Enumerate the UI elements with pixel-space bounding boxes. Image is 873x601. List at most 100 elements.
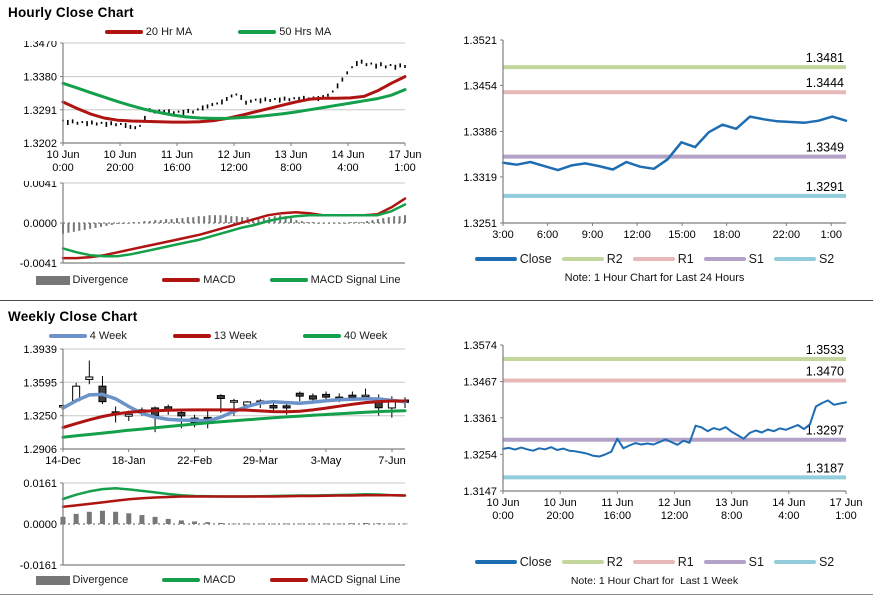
- svg-text:1.3386: 1.3386: [463, 127, 497, 139]
- legend-swatch-icon: [303, 334, 342, 338]
- svg-text:8:00: 8:00: [721, 510, 742, 522]
- legend-swatch-icon: [269, 278, 308, 282]
- legend-item: R2: [561, 252, 623, 266]
- legend-label: Divergence: [72, 274, 129, 286]
- legend-item: S2: [773, 555, 835, 569]
- legend-item: MACD Signal Line: [269, 274, 401, 286]
- svg-text:12 Jun: 12 Jun: [217, 149, 250, 161]
- svg-text:20:00: 20:00: [106, 162, 134, 174]
- weekly-pivot-legend: Close R2 R1 S1 S2: [436, 553, 873, 571]
- legend-label: MACD Signal Line: [310, 574, 401, 586]
- svg-text:0:00: 0:00: [492, 510, 513, 522]
- svg-text:10 Jun: 10 Jun: [46, 149, 79, 161]
- svg-text:1.3202: 1.3202: [23, 138, 57, 150]
- legend-label: 50 Hrs MA: [279, 26, 332, 38]
- svg-text:0.0041: 0.0041: [23, 181, 57, 190]
- svg-text:12:00: 12:00: [661, 510, 689, 522]
- svg-text:4:00: 4:00: [778, 510, 799, 522]
- svg-text:1.3939: 1.3939: [23, 345, 57, 356]
- legend-item: Close: [474, 555, 552, 569]
- svg-text:1.3380: 1.3380: [23, 72, 57, 84]
- svg-text:1.3467: 1.3467: [463, 377, 497, 389]
- weekly-left-column: Weekly Close Chart 4 Week 13 Week 40 Week …: [0, 301, 436, 594]
- svg-text:1.3444: 1.3444: [806, 76, 844, 90]
- svg-text:1.3291: 1.3291: [23, 105, 57, 117]
- legend-label: S1: [748, 555, 764, 569]
- legend-label: S2: [818, 252, 835, 266]
- weekly-macd-legend: Divergence MACD MACD Signal Line: [0, 571, 436, 589]
- svg-text:14 Jun: 14 Jun: [331, 149, 364, 161]
- legend-item: 4 Week: [48, 330, 127, 342]
- legend-swatch-icon: [269, 578, 308, 582]
- svg-text:20:00: 20:00: [546, 510, 574, 522]
- svg-text:0:00: 0:00: [52, 162, 73, 174]
- legend-item: R1: [632, 555, 694, 569]
- svg-text:11 Jun: 11 Jun: [601, 497, 633, 509]
- hourly-right-column: 1.3521 1.3454 1.3386 1.3319 1.3251 1.3481 1.34…: [436, 0, 873, 300]
- svg-text:0.0161: 0.0161: [23, 479, 57, 490]
- hourly-chart-title: Hourly Close Chart: [8, 5, 134, 20]
- legend-item: S1: [703, 252, 764, 266]
- hourly-pivot-note: Note: 1 Hour Chart for Last 24 Hours: [564, 272, 745, 284]
- svg-text:1.3361: 1.3361: [463, 413, 497, 425]
- hourly-section: Hourly Close Chart 20 Hr MA 50 Hrs MA 1.3…: [0, 0, 873, 301]
- legend-item: S2: [773, 252, 835, 266]
- weekly_pivot-svg: 1.3574 1.3467 1.3361 1.3254 1.3147 1.3533 1.34…: [463, 340, 862, 522]
- svg-text:6:00: 6:00: [537, 229, 558, 241]
- svg-text:3:00: 3:00: [492, 229, 513, 241]
- svg-text:1:00: 1:00: [394, 162, 415, 174]
- legend-swatch-icon: [703, 257, 746, 261]
- svg-text:1.3574: 1.3574: [463, 340, 497, 352]
- legend-item: 13 Week: [172, 330, 257, 342]
- legend-label: Divergence: [72, 574, 129, 586]
- hourly-pivot-chart: 1.3521 1.3454 1.3386 1.3319 1.3251 1.3481 1.34…: [436, 0, 873, 250]
- svg-text:18:00: 18:00: [713, 229, 741, 241]
- legend-label: Close: [519, 252, 552, 266]
- legend-label: 20 Hr MA: [145, 26, 193, 38]
- legend-label: R1: [677, 555, 694, 569]
- svg-text:1.2906: 1.2906: [23, 444, 57, 456]
- legend-swatch-icon: [238, 30, 277, 34]
- weekly-macd-chart: 0.0161 0.0000 -0.0161: [0, 478, 436, 572]
- legend-swatch-icon: [773, 257, 816, 261]
- legend-label: MACD Signal Line: [310, 274, 401, 286]
- legend-label: R2: [606, 252, 623, 266]
- hourly-pivot-legend: Close R2 R1 S1 S2: [436, 250, 873, 268]
- svg-text:10 Jun: 10 Jun: [103, 149, 136, 161]
- svg-text:18-Jan: 18-Jan: [112, 455, 146, 467]
- svg-text:17 Jun: 17 Jun: [388, 149, 421, 161]
- legend-item: R2: [561, 555, 623, 569]
- svg-text:1.3481: 1.3481: [806, 51, 844, 65]
- weekly-pivot-note: Note: 1 Hour Chart for Last 1 Week: [570, 575, 739, 587]
- svg-text:15:00: 15:00: [668, 229, 696, 241]
- legend-label: R1: [677, 252, 694, 266]
- svg-text:11 Jun: 11 Jun: [161, 149, 193, 161]
- legend-label: MACD: [203, 274, 236, 286]
- svg-text:1.3470: 1.3470: [23, 41, 57, 50]
- legend-item: MACD: [162, 274, 236, 286]
- svg-text:1.3254: 1.3254: [463, 449, 497, 461]
- svg-text:1.3521: 1.3521: [463, 35, 497, 47]
- legend-swatch-icon: [474, 560, 517, 564]
- svg-text:0.0000: 0.0000: [23, 519, 57, 531]
- legend-swatch-icon: [703, 560, 746, 564]
- hourly-macd-chart: 0.0041 0.0000 -0.0041: [0, 178, 436, 270]
- legend-swatch-icon: [561, 257, 604, 261]
- weekly-section: Weekly Close Chart 4 Week 13 Week 40 Week …: [0, 301, 873, 595]
- legend-label: Close: [519, 555, 552, 569]
- legend-label: 4 Week: [89, 330, 127, 342]
- legend-item: Close: [474, 252, 552, 266]
- svg-text:4:00: 4:00: [337, 162, 358, 174]
- legend-label: S2: [818, 555, 835, 569]
- weekly-chart-title: Weekly Close Chart: [8, 309, 138, 324]
- svg-text:14-Dec: 14-Dec: [45, 455, 81, 467]
- legend-item: MACD: [162, 574, 236, 586]
- hourly-macd-legend: Divergence MACD MACD Signal Line: [0, 271, 436, 289]
- svg-text:1:00: 1:00: [835, 510, 856, 522]
- legend-label: S1: [748, 252, 764, 266]
- svg-text:22-Feb: 22-Feb: [177, 455, 212, 467]
- weekly-right-column: 1.3574 1.3467 1.3361 1.3254 1.3147 1.3533 1.34…: [436, 301, 873, 594]
- svg-text:1.3533: 1.3533: [806, 343, 844, 357]
